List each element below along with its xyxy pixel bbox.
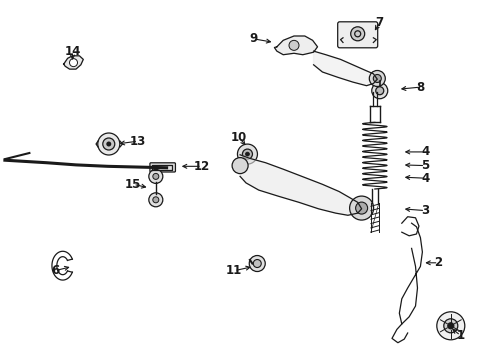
Text: 2: 2 xyxy=(435,256,442,269)
Circle shape xyxy=(253,260,261,267)
Text: 11: 11 xyxy=(226,264,243,277)
Text: 10: 10 xyxy=(231,131,247,144)
Polygon shape xyxy=(314,51,377,86)
Circle shape xyxy=(245,152,249,156)
Circle shape xyxy=(376,76,384,84)
Circle shape xyxy=(376,87,384,95)
Text: 7: 7 xyxy=(376,16,384,29)
FancyBboxPatch shape xyxy=(150,163,175,172)
Circle shape xyxy=(243,149,252,159)
Circle shape xyxy=(98,133,120,155)
Circle shape xyxy=(249,256,265,271)
Text: 8: 8 xyxy=(416,81,424,94)
Text: 9: 9 xyxy=(250,32,258,45)
Circle shape xyxy=(149,170,163,183)
Polygon shape xyxy=(274,36,318,55)
Text: 5: 5 xyxy=(421,159,429,172)
Circle shape xyxy=(153,197,159,203)
Circle shape xyxy=(153,174,159,179)
Circle shape xyxy=(238,144,257,164)
Circle shape xyxy=(351,27,365,41)
Circle shape xyxy=(437,312,465,340)
Text: 4: 4 xyxy=(421,145,429,158)
Polygon shape xyxy=(64,56,83,69)
Text: 3: 3 xyxy=(421,204,429,217)
Circle shape xyxy=(350,196,373,220)
Circle shape xyxy=(103,138,115,150)
Polygon shape xyxy=(240,155,362,215)
Circle shape xyxy=(289,40,299,50)
Circle shape xyxy=(369,71,385,86)
Text: 4: 4 xyxy=(421,172,429,185)
Circle shape xyxy=(448,323,454,329)
Circle shape xyxy=(70,59,77,67)
Circle shape xyxy=(106,141,111,147)
Text: 15: 15 xyxy=(125,178,142,191)
Circle shape xyxy=(149,193,163,207)
Text: 12: 12 xyxy=(194,160,210,173)
Circle shape xyxy=(373,75,381,82)
FancyBboxPatch shape xyxy=(338,22,378,48)
Text: 1: 1 xyxy=(457,329,465,342)
Text: 6: 6 xyxy=(51,264,59,277)
Circle shape xyxy=(356,202,368,214)
Circle shape xyxy=(444,319,458,333)
Circle shape xyxy=(372,83,388,99)
Text: 14: 14 xyxy=(64,45,81,58)
Circle shape xyxy=(232,158,248,174)
Text: 13: 13 xyxy=(130,135,147,148)
